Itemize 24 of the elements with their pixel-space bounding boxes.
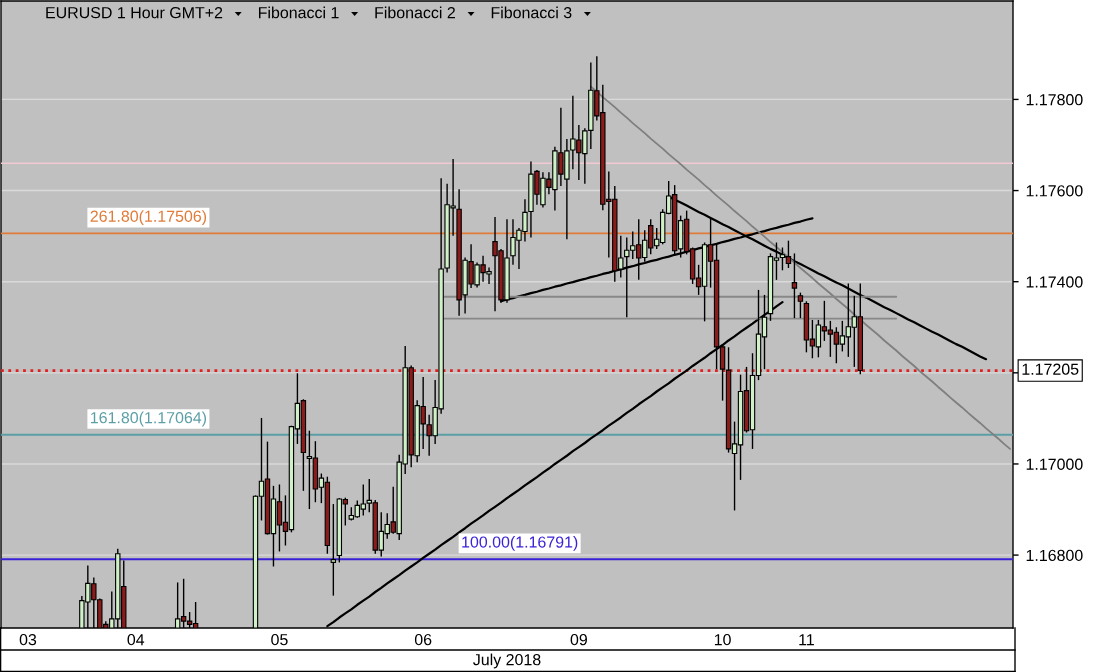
ref-line-label: 261.80(1.17506) [90, 210, 207, 226]
y-tick-label: 1.17800 [1026, 94, 1083, 106]
y-tick-label: 1.16800 [1026, 549, 1083, 562]
annotation: Fibonacci 3 [491, 6, 572, 19]
candlestick [797, 291, 804, 319]
x-axis-title: July 2018 [473, 653, 541, 669]
candlestick [330, 503, 337, 597]
x-tick-label: 03 [19, 633, 37, 646]
x-tick-label: 04 [127, 633, 145, 646]
candlestick [791, 252, 798, 319]
annotation: Fibonacci 1 [258, 6, 339, 19]
y-tick-label: 1.17000 [1026, 458, 1083, 470]
chart-title: EURUSD 1 Hour GMT+2 [46, 6, 223, 19]
ref-line-label: 1.17205 [1022, 363, 1079, 375]
ref-line-label: 161.80(1.17064) [91, 411, 207, 427]
y-tick-label: 1.17600 [1026, 185, 1083, 197]
annotation: Fibonacci 2 [375, 6, 455, 19]
x-tick-label: 10 [714, 633, 731, 646]
x-tick-label: 11 [799, 634, 814, 646]
ref-line-label: 100.00(1.16791) [462, 535, 578, 551]
x-tick-label: 09 [570, 633, 587, 646]
x-tick-label: 05 [271, 633, 288, 646]
y-tick-label: 1.17400 [1026, 276, 1083, 288]
x-tick-label: 06 [414, 633, 432, 646]
